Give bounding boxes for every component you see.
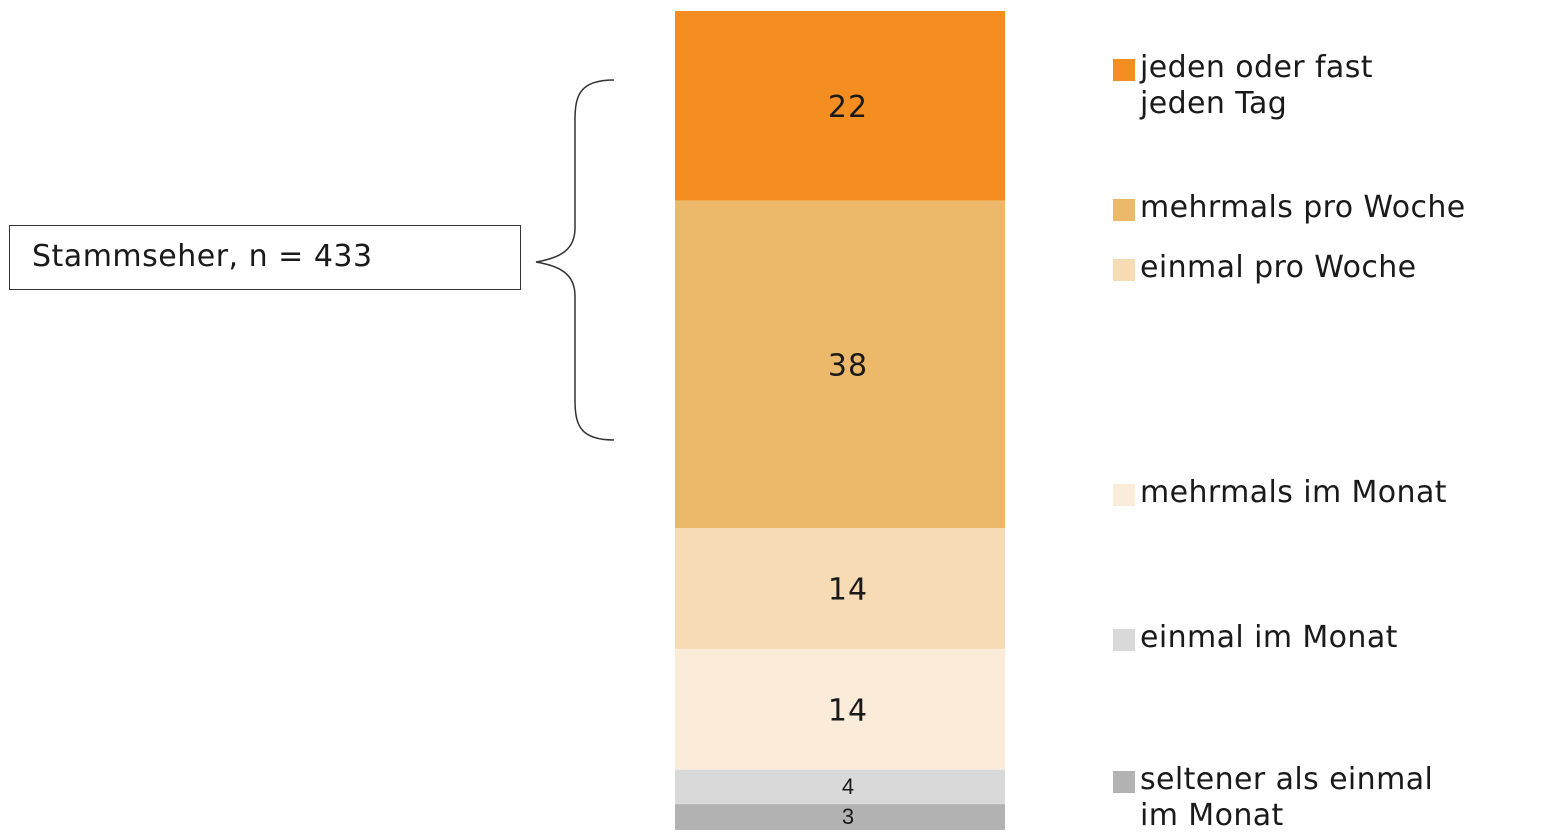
legend-swatch-2: [1113, 199, 1135, 221]
bar-segments: 22 38 14 14 4 3: [675, 11, 1005, 830]
legend-swatch-3: [1113, 259, 1135, 281]
bar-segment-2: [675, 200, 1005, 529]
legend-label-6: seltener als einmal im Monat: [1140, 762, 1434, 833]
data-label-1: 22: [828, 90, 868, 125]
legend-swatch-5: [1113, 629, 1135, 651]
curly-brace: [535, 79, 615, 441]
data-label-4: 14: [828, 693, 868, 728]
bar-segment-6: [675, 804, 1005, 830]
bar-segment-3: [675, 528, 1005, 649]
stammseher-annotation: Stammseher, n = 433: [9, 225, 521, 290]
legend-label-4: mehrmals im Monat: [1140, 475, 1447, 510]
legend-label-5: einmal im Monat: [1140, 620, 1398, 655]
data-label-5: 4: [842, 774, 854, 799]
legend: jeden oder fast jeden Tag mehrmals pro Wo…: [1113, 0, 1545, 835]
legend-swatch-1: [1113, 59, 1135, 81]
bar-segment-1: [675, 11, 1005, 201]
legend-label-2: mehrmals pro Woche: [1140, 190, 1466, 225]
data-label-2: 38: [828, 348, 868, 383]
legend-label-1: jeden oder fast jeden Tag: [1140, 50, 1373, 121]
legend-swatch-6: [1113, 771, 1135, 793]
data-label-3: 14: [828, 573, 868, 608]
bar-segment-5: [675, 769, 1005, 805]
data-label-6: 3: [842, 804, 854, 829]
bar-segment-4: [675, 648, 1005, 770]
legend-label-3: einmal pro Woche: [1140, 250, 1417, 285]
legend-swatch-4: [1113, 484, 1135, 506]
